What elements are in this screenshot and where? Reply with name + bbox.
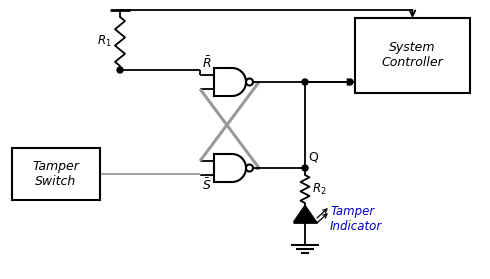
Text: Tamper
Switch: Tamper Switch [32,160,79,188]
Text: $\bar{S}$: $\bar{S}$ [202,177,212,193]
Circle shape [246,78,253,85]
Circle shape [302,165,308,171]
Text: Q: Q [308,151,318,164]
Polygon shape [294,206,316,222]
Text: $R_1$: $R_1$ [98,34,112,49]
FancyBboxPatch shape [355,18,470,93]
FancyBboxPatch shape [12,148,100,200]
Circle shape [117,67,123,73]
Circle shape [246,165,253,172]
Circle shape [347,79,353,85]
Circle shape [302,79,308,85]
Text: System
Controller: System Controller [382,42,443,69]
Text: $R_2$: $R_2$ [312,181,327,196]
Text: Tamper
Indicator: Tamper Indicator [330,205,382,233]
Text: $\bar{R}$: $\bar{R}$ [202,56,212,71]
